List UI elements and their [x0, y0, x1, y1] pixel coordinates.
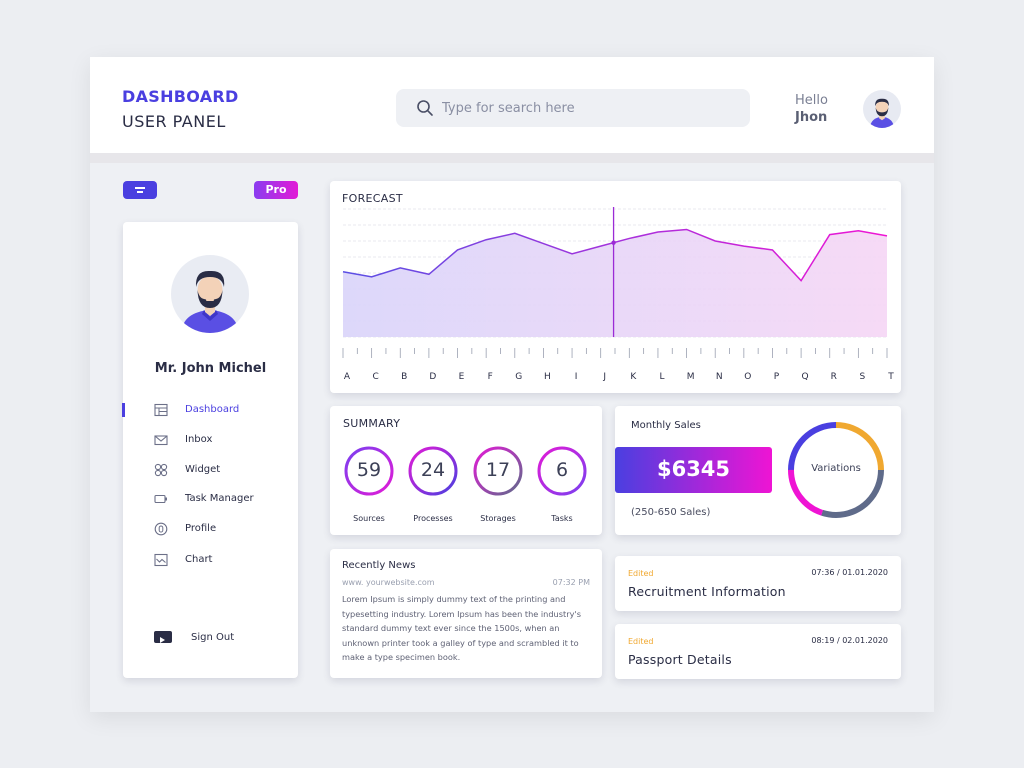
user-avatar-icon [181, 270, 239, 333]
top-header: DASHBOARD USER PANEL Hello Jhon [90, 57, 934, 153]
x-tick-label: E [459, 372, 465, 382]
user-avatar-icon [869, 98, 895, 128]
x-tick-label: M [687, 372, 695, 382]
avatar [171, 255, 249, 333]
record-passport[interactable]: Edited 08:19 / 02.01.2020 Passport Detai… [615, 624, 901, 679]
sales-amount: $6345 [656, 457, 731, 481]
monthly-sales-card: Monthly Sales $6345 (250-650 Sales) Vari… [615, 406, 901, 535]
x-tick-label: F [488, 372, 493, 382]
x-tick-label: R [831, 372, 837, 382]
news-card: Recently News www. yourwebsite.com 07:32… [330, 549, 602, 678]
sidebar-item-dashboard[interactable]: Dashboard [122, 400, 298, 422]
sidebar-item-profile[interactable]: Profile [123, 519, 298, 541]
x-tick-label: N [716, 372, 723, 382]
sidebar-item-inbox[interactable]: Inbox [123, 430, 298, 452]
sidebar-item-label: Task Manager [185, 493, 254, 504]
forecast-marker-point [611, 240, 616, 245]
summary-title: SUMMARY [343, 417, 401, 430]
stat-value: 17 [485, 459, 511, 481]
sidebar-card: Mr. John Michel Dashboard Inbox Widget T… [122, 222, 298, 678]
stat-value: 24 [420, 459, 446, 481]
x-tick-label: D [429, 372, 436, 382]
forecast-title: FORECAST [342, 192, 403, 205]
sign-out-button[interactable]: Sign Out [123, 627, 298, 649]
record-timestamp: 07:36 / 01.01.2020 [811, 568, 888, 577]
user-name-header: Jhon [795, 110, 828, 125]
stat-ring-processes[interactable]: 24 [408, 446, 458, 496]
sales-title: Monthly Sales [631, 420, 701, 431]
profile-name: Mr. John Michel [154, 361, 267, 376]
news-body: Lorem Ipsum is simply dummy text of the … [342, 594, 581, 662]
stat-value: 6 [555, 459, 569, 481]
record-title: Recruitment Information [628, 584, 786, 599]
sales-range: (250-650 Sales) [631, 507, 711, 518]
record-title: Passport Details [628, 652, 732, 667]
chart-icon [154, 553, 168, 567]
summary-card: SUMMARY 59 Sources 24 Processes 17 Stora… [330, 406, 602, 535]
x-tick-label: L [659, 372, 664, 382]
x-tick-label: O [744, 372, 751, 382]
stat-ring-storages[interactable]: 17 [473, 446, 523, 496]
sidebar-item-label: Widget [185, 464, 221, 475]
dashboard-icon [154, 403, 168, 417]
x-tick-label: H [544, 372, 551, 382]
sidebar-item-label: Inbox [185, 434, 213, 445]
page-subtitle: USER PANEL [122, 112, 226, 131]
x-tick-label: T [887, 372, 894, 382]
sidebar-item-chart[interactable]: Chart [123, 550, 298, 572]
x-tick-label: J [602, 372, 606, 382]
stat-ring-tasks[interactable]: 6 [537, 446, 587, 496]
sales-amount-box[interactable]: $6345 [615, 447, 772, 493]
x-tick-label: Q [802, 372, 809, 382]
x-tick-label: S [860, 372, 866, 382]
x-tick-label: B [401, 372, 407, 382]
x-tick-label: K [630, 372, 637, 382]
header-divider [90, 153, 934, 163]
sidebar-item-widget[interactable]: Widget [123, 460, 298, 482]
task-icon [154, 494, 167, 504]
x-tick-label: P [774, 372, 780, 382]
stat-label: Sources [353, 514, 385, 523]
sidebar-item-label: Chart [185, 554, 213, 565]
search-bar[interactable] [396, 89, 750, 127]
stat-ring-sources[interactable]: 59 [344, 446, 394, 496]
stat-value: 59 [356, 459, 382, 481]
record-recruitment[interactable]: Edited 07:36 / 01.01.2020 Recruitment In… [615, 556, 901, 611]
stat-label: Processes [413, 514, 453, 523]
forecast-card: FORECAST A C B D E F G H I J K L M N O P Q R S T [330, 181, 901, 393]
record-status: Edited [628, 569, 654, 578]
record-timestamp: 08:19 / 02.01.2020 [811, 636, 888, 645]
sign-out-label: Sign Out [191, 632, 235, 643]
sidebar-item-label: Dashboard [185, 404, 240, 415]
x-tick-label: I [575, 372, 578, 382]
x-tick-label: A [344, 372, 351, 382]
pro-badge[interactable]: Pro [254, 181, 298, 199]
menu-toggle-button[interactable] [123, 181, 157, 199]
mail-icon [154, 435, 168, 446]
stat-label: Tasks [551, 514, 573, 523]
sidebar-item-task-manager[interactable]: Task Manager [123, 489, 298, 511]
active-indicator [122, 403, 125, 417]
forecast-area [343, 229, 887, 337]
search-input[interactable] [442, 89, 732, 127]
sidebar-item-label: Profile [185, 523, 217, 534]
stat-label: Storages [480, 514, 516, 523]
news-title: Recently News [342, 560, 416, 571]
news-link[interactable]: www. yourwebsite.com [342, 578, 435, 587]
avatar[interactable] [863, 90, 901, 128]
x-tick-label: G [515, 372, 522, 382]
content-layer: Pro Mr. John Michel Dashboard Inbox [90, 57, 934, 712]
variations-donut[interactable] [786, 420, 886, 520]
greeting-text: Hello [795, 93, 828, 108]
widget-icon [154, 463, 168, 477]
donut-label: Variations [811, 463, 861, 474]
sign-out-icon [154, 631, 172, 643]
record-status: Edited [628, 637, 654, 646]
x-tick-label: C [372, 372, 378, 382]
profile-icon [154, 522, 168, 536]
news-time: 07:32 PM [552, 578, 590, 587]
page-title: DASHBOARD [122, 87, 239, 106]
search-icon [417, 100, 433, 116]
